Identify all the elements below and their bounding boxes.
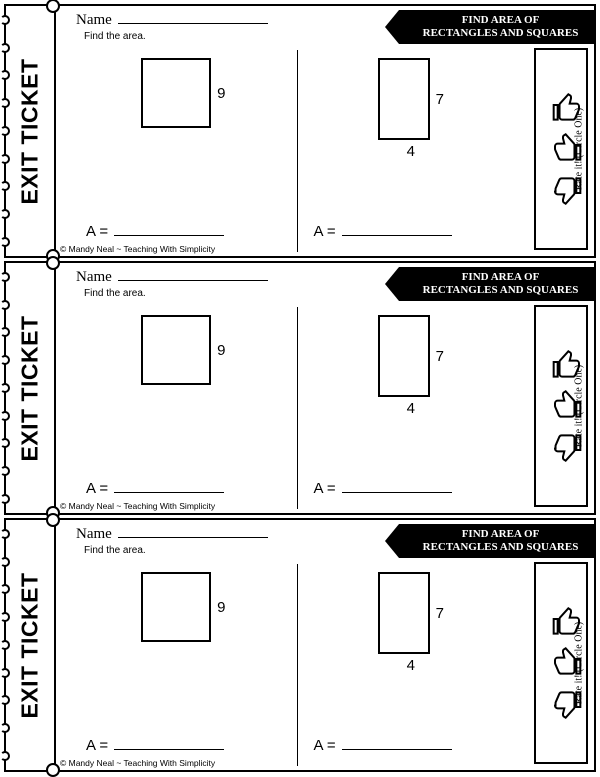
flag-line-1: FIND AREA OF bbox=[417, 528, 584, 541]
name-label: Name bbox=[76, 269, 112, 286]
answer-label: A = bbox=[314, 223, 336, 240]
instruction-text: Find the area. bbox=[84, 288, 399, 299]
rate-label: Rate it! (Circle One) bbox=[574, 622, 585, 704]
topic-flag: FIND AREA OF RECTANGLES AND SQUARES bbox=[399, 524, 594, 558]
rate-label: Rate it! (Circle One) bbox=[574, 108, 585, 190]
problems-area: 9 A = 7 4 bbox=[56, 558, 532, 770]
answer-label: A = bbox=[86, 480, 108, 497]
name-label: Name bbox=[76, 12, 112, 29]
answer-input-line[interactable] bbox=[342, 223, 452, 236]
topic-flag: FIND AREA OF RECTANGLES AND SQUARES bbox=[399, 10, 594, 44]
problem-1: 9 A = bbox=[70, 50, 298, 252]
ticket-stub: EXIT TICKET bbox=[6, 6, 56, 256]
ticket-main: Name Find the area. FIND AREA OF RECTANG… bbox=[56, 6, 594, 256]
perforation-scallops bbox=[0, 263, 12, 513]
answer-input-line[interactable] bbox=[114, 737, 224, 750]
problem-1: 9 A = bbox=[70, 307, 298, 509]
problem-2: 7 4 A = bbox=[298, 564, 525, 766]
answer-input-line[interactable] bbox=[342, 480, 452, 493]
ticket-stub: EXIT TICKET bbox=[6, 520, 56, 770]
problems-area: 9 A = 7 4 bbox=[56, 301, 532, 513]
problem-1: 9 A = bbox=[70, 564, 298, 766]
rate-box: Rate it! (Circle One) bbox=[534, 48, 588, 250]
answer-label: A = bbox=[86, 223, 108, 240]
flag-line-1: FIND AREA OF bbox=[417, 14, 584, 27]
problem-2: 7 4 A = bbox=[298, 307, 525, 509]
instruction-text: Find the area. bbox=[84, 31, 399, 42]
copyright-text: © Mandy Neal ~ Teaching With Simplicity bbox=[60, 501, 215, 511]
rectangle-shape bbox=[378, 58, 430, 140]
dimension-right: 9 bbox=[217, 342, 225, 359]
stub-title: EXIT TICKET bbox=[17, 315, 44, 461]
answer-input-line[interactable] bbox=[114, 480, 224, 493]
rate-box: Rate it! (Circle One) bbox=[534, 562, 588, 764]
rate-label: Rate it! (Circle One) bbox=[574, 365, 585, 447]
name-input-line[interactable] bbox=[118, 524, 268, 538]
dimension-right: 9 bbox=[217, 599, 225, 616]
flag-line-1: FIND AREA OF bbox=[417, 271, 584, 284]
exit-ticket: EXIT TICKET Name Find the area. FIND ARE… bbox=[4, 261, 596, 515]
topic-flag: FIND AREA OF RECTANGLES AND SQUARES bbox=[399, 267, 594, 301]
name-input-line[interactable] bbox=[118, 267, 268, 281]
perforation-scallops bbox=[0, 6, 12, 256]
exit-ticket: EXIT TICKET Name Find the area. FIND ARE… bbox=[4, 518, 596, 772]
name-label: Name bbox=[76, 526, 112, 543]
answer-input-line[interactable] bbox=[114, 223, 224, 236]
perforation-scallops bbox=[0, 520, 12, 770]
flag-line-2: RECTANGLES AND SQUARES bbox=[417, 541, 584, 554]
problems-area: 9 A = 7 4 bbox=[56, 44, 532, 256]
answer-input-line[interactable] bbox=[342, 737, 452, 750]
answer-label: A = bbox=[86, 737, 108, 754]
flag-line-2: RECTANGLES AND SQUARES bbox=[417, 27, 584, 40]
rectangle-shape bbox=[378, 315, 430, 397]
dimension-bottom: 4 bbox=[407, 657, 415, 674]
exit-ticket: EXIT TICKET Name Find the area. FIND ARE… bbox=[4, 4, 596, 258]
ticket-stub: EXIT TICKET bbox=[6, 263, 56, 513]
ticket-main: Name Find the area. FIND AREA OF RECTANG… bbox=[56, 520, 594, 770]
copyright-text: © Mandy Neal ~ Teaching With Simplicity bbox=[60, 758, 215, 768]
problem-2: 7 4 A = bbox=[298, 50, 525, 252]
answer-label: A = bbox=[314, 737, 336, 754]
name-input-line[interactable] bbox=[118, 10, 268, 24]
dimension-right: 7 bbox=[436, 605, 444, 622]
square-shape bbox=[141, 58, 211, 128]
square-shape bbox=[141, 572, 211, 642]
rate-box: Rate it! (Circle One) bbox=[534, 305, 588, 507]
ticket-main: Name Find the area. FIND AREA OF RECTANG… bbox=[56, 263, 594, 513]
stub-title: EXIT TICKET bbox=[17, 58, 44, 204]
square-shape bbox=[141, 315, 211, 385]
instruction-text: Find the area. bbox=[84, 545, 399, 556]
rectangle-shape bbox=[378, 572, 430, 654]
dimension-right: 7 bbox=[436, 91, 444, 108]
dimension-bottom: 4 bbox=[407, 143, 415, 160]
copyright-text: © Mandy Neal ~ Teaching With Simplicity bbox=[60, 244, 215, 254]
dimension-bottom: 4 bbox=[407, 400, 415, 417]
dimension-right: 9 bbox=[217, 85, 225, 102]
dimension-right: 7 bbox=[436, 348, 444, 365]
answer-label: A = bbox=[314, 480, 336, 497]
flag-line-2: RECTANGLES AND SQUARES bbox=[417, 284, 584, 297]
stub-title: EXIT TICKET bbox=[17, 572, 44, 718]
